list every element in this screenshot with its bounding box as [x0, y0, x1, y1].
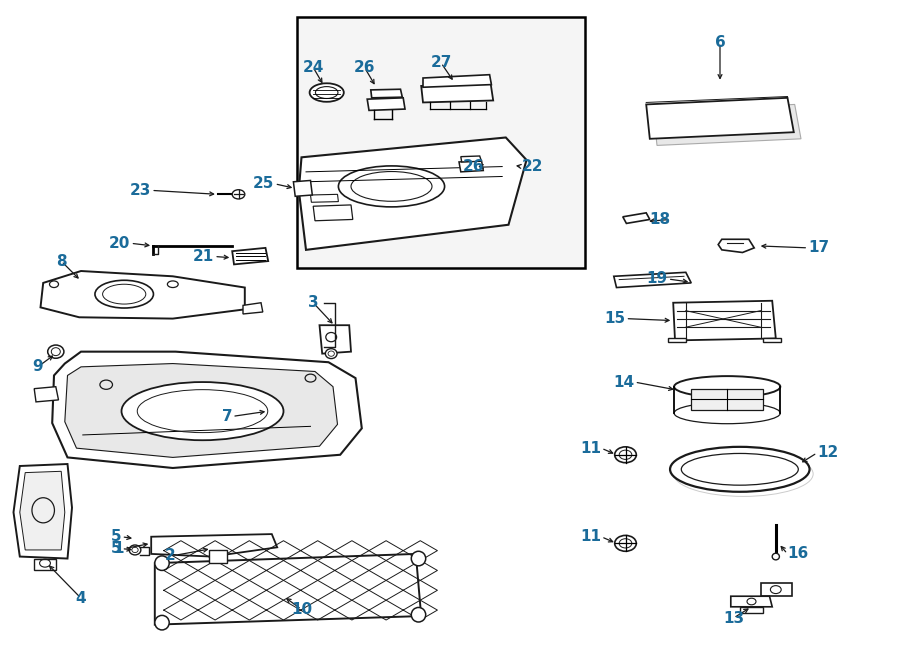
Text: 24: 24 [302, 60, 324, 75]
Ellipse shape [155, 615, 169, 630]
Text: 17: 17 [808, 241, 829, 255]
Polygon shape [646, 98, 794, 139]
Text: 4: 4 [76, 591, 86, 605]
Text: 18: 18 [650, 212, 670, 227]
Ellipse shape [411, 551, 426, 566]
Polygon shape [34, 559, 56, 570]
Ellipse shape [155, 556, 169, 570]
Polygon shape [155, 554, 421, 625]
Polygon shape [232, 248, 268, 264]
Text: 12: 12 [817, 446, 839, 460]
Ellipse shape [674, 376, 780, 397]
Text: 25: 25 [253, 176, 274, 191]
Text: 11: 11 [580, 529, 601, 544]
Text: 20: 20 [109, 236, 130, 251]
Polygon shape [52, 352, 362, 468]
Ellipse shape [122, 382, 284, 440]
Ellipse shape [615, 447, 636, 463]
Polygon shape [320, 325, 351, 354]
Polygon shape [40, 271, 245, 319]
FancyBboxPatch shape [209, 550, 227, 563]
Polygon shape [740, 607, 763, 613]
Polygon shape [653, 104, 801, 145]
Text: 19: 19 [647, 272, 668, 286]
Polygon shape [299, 137, 526, 250]
Text: 13: 13 [723, 611, 744, 625]
Text: 16: 16 [788, 547, 809, 561]
Text: 23: 23 [130, 183, 151, 198]
Ellipse shape [130, 545, 140, 555]
Polygon shape [760, 583, 792, 596]
Ellipse shape [48, 345, 64, 358]
Polygon shape [65, 364, 338, 457]
Text: 2: 2 [165, 548, 176, 563]
Text: 15: 15 [605, 311, 626, 326]
Polygon shape [20, 471, 65, 550]
Ellipse shape [232, 190, 245, 199]
Polygon shape [763, 338, 781, 342]
Polygon shape [731, 596, 772, 607]
Polygon shape [421, 83, 493, 102]
Polygon shape [614, 272, 691, 288]
Text: 22: 22 [522, 159, 544, 174]
Text: 7: 7 [221, 409, 232, 424]
Polygon shape [673, 301, 776, 340]
Text: 14: 14 [614, 375, 634, 389]
Polygon shape [371, 89, 402, 98]
Polygon shape [718, 239, 754, 253]
Ellipse shape [670, 447, 810, 492]
FancyBboxPatch shape [297, 17, 585, 268]
Polygon shape [668, 338, 686, 342]
Polygon shape [461, 156, 482, 162]
Text: 5: 5 [111, 529, 122, 544]
Ellipse shape [326, 349, 337, 358]
Ellipse shape [772, 553, 779, 560]
Polygon shape [243, 303, 263, 314]
Polygon shape [459, 161, 483, 172]
Polygon shape [151, 534, 277, 557]
Ellipse shape [310, 83, 344, 102]
Text: 9: 9 [32, 360, 43, 374]
Polygon shape [367, 98, 405, 110]
Text: 6: 6 [715, 35, 725, 50]
Polygon shape [293, 180, 312, 196]
Text: 3: 3 [308, 295, 319, 310]
Text: 10: 10 [291, 602, 312, 617]
Polygon shape [691, 389, 763, 410]
Text: 26: 26 [463, 159, 484, 174]
Text: 27: 27 [430, 56, 452, 70]
Polygon shape [423, 75, 491, 87]
Text: 26: 26 [354, 60, 375, 75]
Polygon shape [34, 387, 58, 402]
Text: 11: 11 [580, 441, 601, 455]
Text: 5: 5 [111, 541, 122, 556]
Polygon shape [623, 213, 650, 223]
Ellipse shape [411, 607, 426, 622]
Text: 1: 1 [113, 541, 124, 556]
Polygon shape [14, 464, 72, 559]
Ellipse shape [615, 535, 636, 551]
Text: 8: 8 [56, 254, 67, 268]
Text: 21: 21 [193, 249, 214, 264]
